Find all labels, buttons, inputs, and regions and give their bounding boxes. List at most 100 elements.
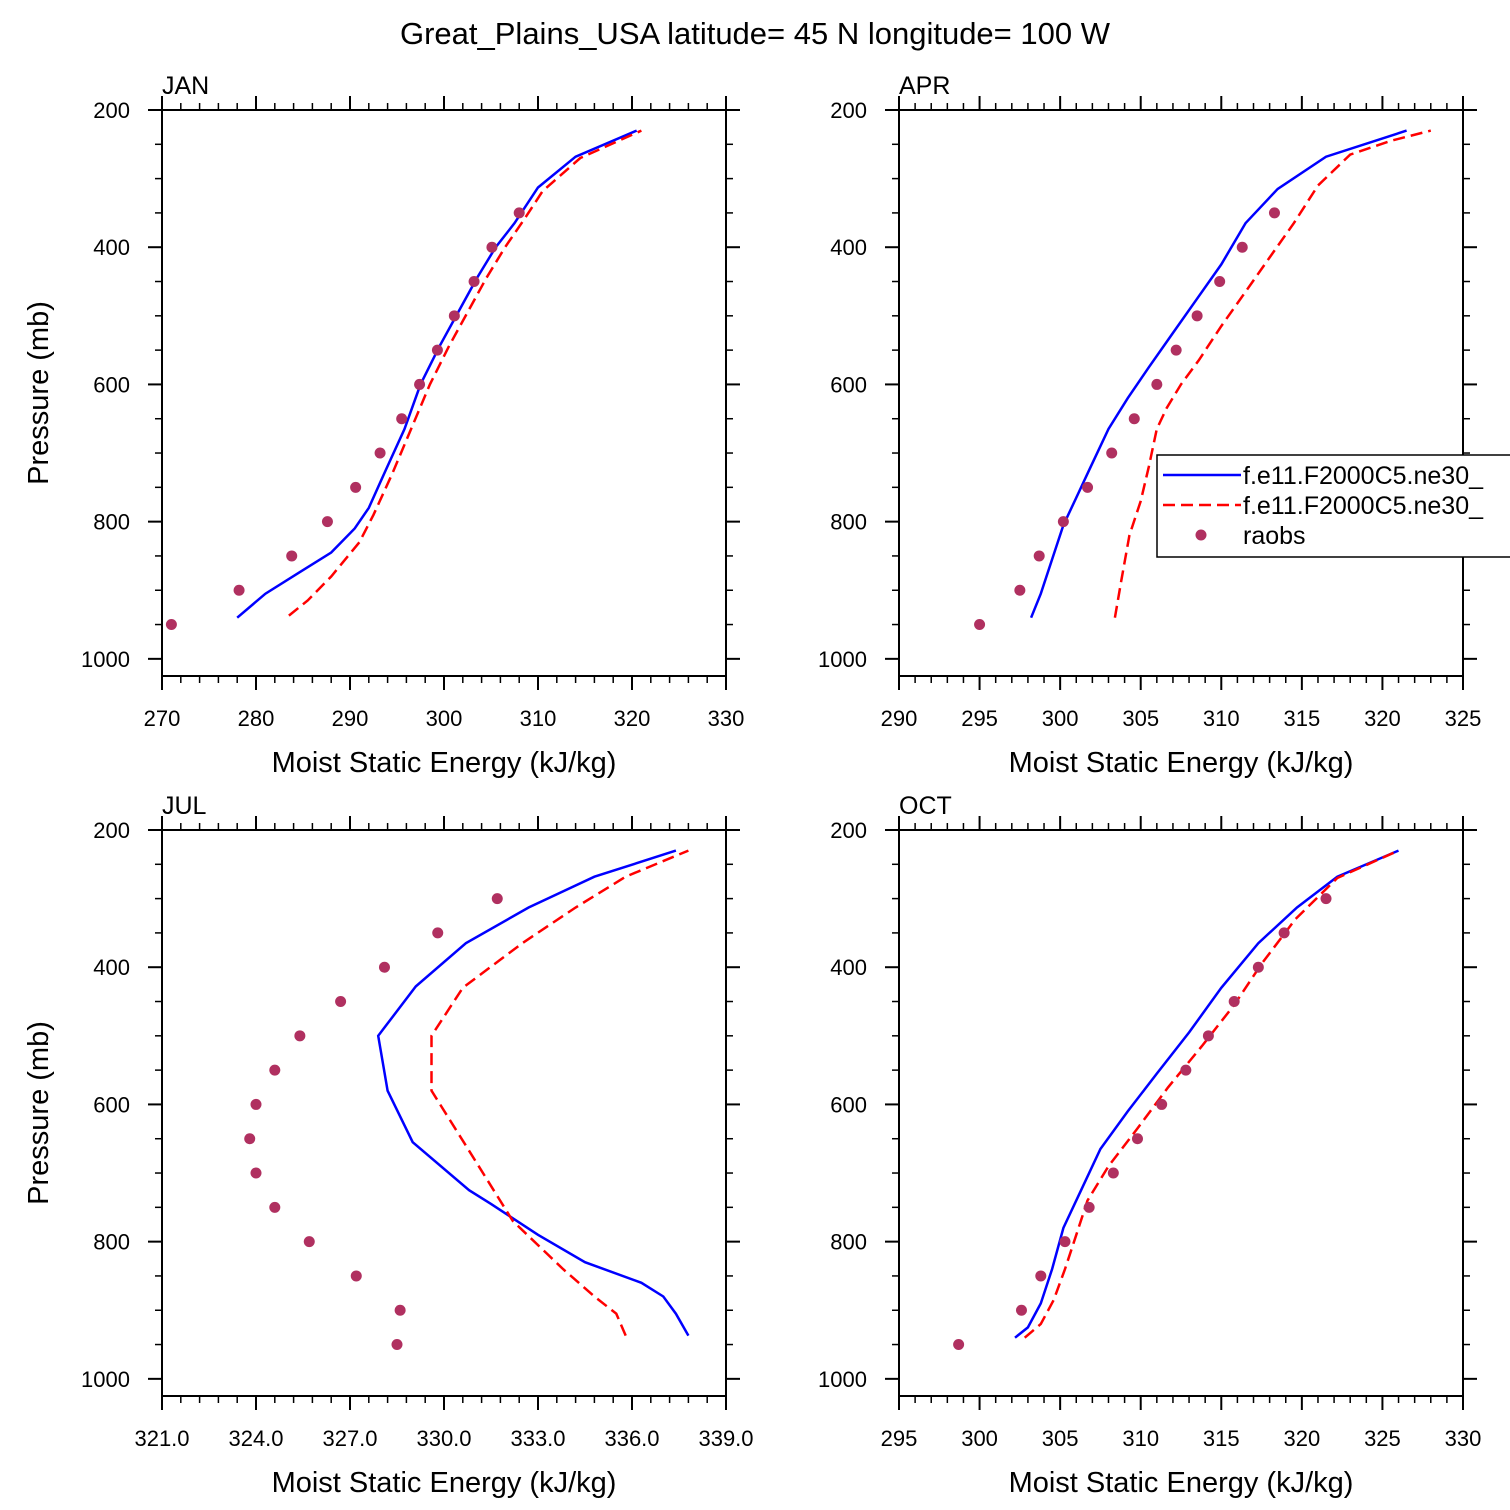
x-tick-label: 324.0: [228, 1426, 283, 1451]
raobs-point: [974, 619, 986, 631]
raobs-point: [448, 310, 460, 322]
panel-title: JUL: [162, 792, 207, 820]
figure-title: Great_Plains_USA latitude= 45 N longitud…: [400, 16, 1111, 51]
y-axis-label: Pressure (mb): [23, 301, 55, 485]
series-line-solid: [236, 129, 638, 619]
x-tick-label: 330: [708, 706, 745, 731]
series-line-solid: [1029, 129, 1407, 619]
y-tick-label: 200: [93, 818, 130, 843]
x-tick-label: 321.0: [134, 1426, 189, 1451]
y-tick-label: 200: [93, 98, 130, 123]
raobs-point: [1057, 516, 1069, 528]
raobs-point: [1014, 584, 1026, 596]
panel-title: JAN: [162, 72, 209, 100]
x-tick-label: 330.0: [416, 1426, 471, 1451]
raobs-point: [1131, 1133, 1143, 1145]
x-tick-label: 290: [881, 706, 918, 731]
x-tick-label: 300: [1042, 706, 1079, 731]
raobs-point: [468, 276, 480, 288]
x-tick-label: 300: [961, 1426, 998, 1451]
legend-box: [1156, 454, 1510, 558]
x-tick-label: 300: [426, 706, 463, 731]
raobs-point: [165, 619, 177, 631]
x-tick-label: 325: [1364, 1426, 1401, 1451]
y-tick-label: 1000: [818, 1367, 867, 1392]
x-tick-label: 333.0: [510, 1426, 565, 1451]
raobs-point: [1106, 447, 1118, 459]
raobs-point: [1170, 344, 1182, 356]
raobs-point: [391, 1339, 403, 1351]
series-line-dashed: [1113, 129, 1432, 618]
panel-title: OCT: [899, 792, 952, 820]
raobs-point: [1015, 1304, 1027, 1316]
x-axis-label: Moist Static Energy (kJ/kg): [1009, 747, 1354, 779]
raobs-point: [1214, 276, 1226, 288]
x-tick-label: 270: [144, 706, 181, 731]
raobs-point: [294, 1030, 306, 1042]
raobs-point: [1033, 550, 1045, 562]
raobs-point: [378, 961, 390, 973]
raobs-point: [432, 927, 444, 939]
raobs-point: [286, 550, 298, 562]
raobs-point: [1202, 1030, 1214, 1042]
plot-frame: [161, 109, 727, 677]
raobs-point: [1191, 310, 1203, 322]
raobs-point: [350, 1270, 362, 1282]
panel-oct: 295 300 305 310 315 320 325 330 200 400 600 800 1000…: [818, 792, 1481, 1499]
y-tick-label: 1000: [818, 647, 867, 672]
y-tick-label: 800: [830, 510, 867, 535]
panels: 270 280 290 300 310 320 330 200 400 600 800 1000 JAN…: [23, 72, 1481, 1499]
panel-apr: 290 295 300 305 310 315 320 325 200 400 600 800 1000…: [818, 72, 1481, 779]
raobs-point: [350, 481, 362, 493]
legend: f.e11.F2000C5.ne30_f.e11.F2000C5.ne30_ra…: [1156, 454, 1510, 558]
x-tick-label: 325: [1445, 706, 1482, 731]
raobs-point: [1035, 1270, 1047, 1282]
legend-marker: [1195, 529, 1207, 541]
raobs-point: [1236, 241, 1248, 253]
series-line-dashed: [1023, 849, 1400, 1339]
x-tick-label: 295: [881, 1426, 918, 1451]
raobs-point: [394, 1304, 406, 1316]
raobs-point: [1228, 996, 1240, 1008]
y-tick-label: 200: [830, 818, 867, 843]
x-tick-label: 339.0: [698, 1426, 753, 1451]
x-tick-label: 310: [520, 706, 557, 731]
x-tick-label: 327.0: [322, 1426, 377, 1451]
raobs-point: [1128, 413, 1140, 425]
y-tick-label: 400: [93, 235, 130, 260]
x-tick-label: 305: [1122, 706, 1159, 731]
raobs-point: [1107, 1167, 1119, 1179]
raobs-point: [233, 584, 245, 596]
raobs-point: [244, 1133, 256, 1145]
raobs-point: [250, 1098, 262, 1110]
y-tick-label: 600: [830, 1092, 867, 1117]
x-axis-label: Moist Static Energy (kJ/kg): [272, 1467, 617, 1499]
x-tick-label: 320: [614, 706, 651, 731]
x-tick-label: 315: [1283, 706, 1320, 731]
panel-jan: 270 280 290 300 310 320 330 200 400 600 800 1000 JAN…: [23, 72, 744, 779]
legend-label: raobs: [1243, 522, 1306, 550]
y-tick-label: 1000: [81, 647, 130, 672]
y-axis-label: Pressure (mb): [23, 1021, 55, 1205]
panel-title: APR: [899, 72, 950, 100]
x-tick-label: 310: [1203, 706, 1240, 731]
raobs-point: [250, 1167, 262, 1179]
raobs-point: [1151, 378, 1163, 390]
x-axis-label: Moist Static Energy (kJ/kg): [272, 747, 617, 779]
series-line-dashed: [288, 129, 642, 617]
x-tick-label: 305: [1042, 1426, 1079, 1451]
x-tick-label: 290: [332, 706, 369, 731]
series-line-solid: [376, 849, 690, 1337]
x-tick-label: 315: [1203, 1426, 1240, 1451]
y-tick-label: 400: [93, 955, 130, 980]
x-tick-label: 280: [238, 706, 275, 731]
raobs-point: [1059, 1236, 1071, 1248]
raobs-point: [491, 893, 503, 905]
y-tick-label: 600: [93, 372, 130, 397]
raobs-point: [1252, 961, 1264, 973]
raobs-point: [269, 1201, 281, 1213]
raobs-point: [374, 447, 386, 459]
plot-frame: [898, 829, 1464, 1397]
y-tick-label: 400: [830, 235, 867, 260]
panel-jul: 321.0 324.0 327.0 330.0 333.0 336.0 339.0 200 40…: [23, 792, 754, 1499]
